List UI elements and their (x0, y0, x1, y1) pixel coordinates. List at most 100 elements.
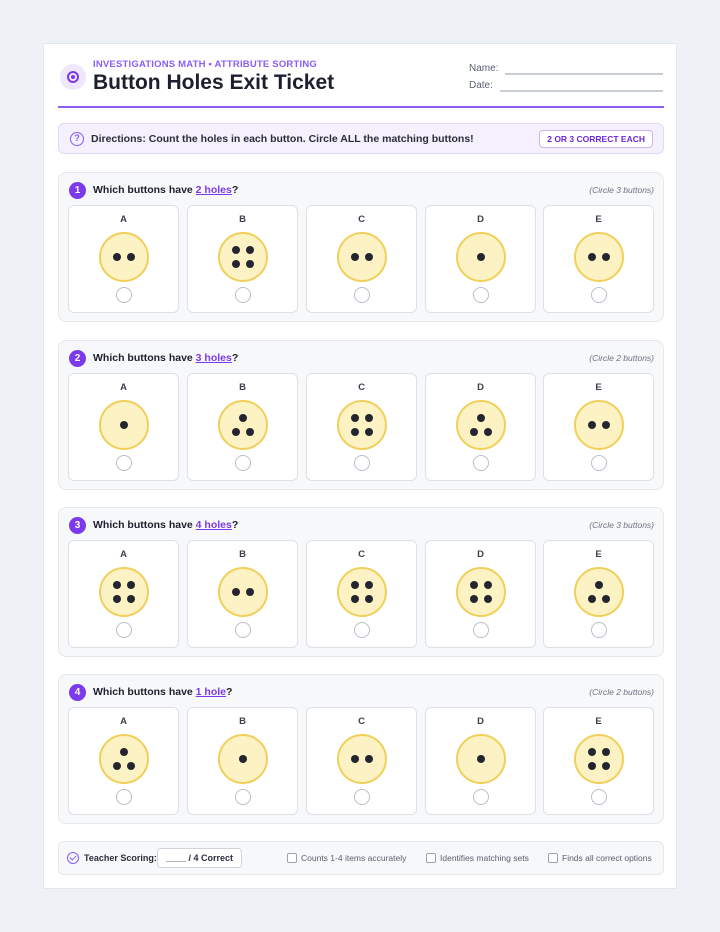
name-field[interactable] (505, 73, 663, 75)
hole-dot (364, 594, 373, 603)
answer-circle[interactable] (116, 622, 132, 638)
button-icon (574, 734, 624, 784)
hole-dot (245, 259, 254, 268)
hole-dot (126, 594, 135, 603)
button-card-e[interactable]: E (543, 540, 654, 648)
button-card-d[interactable]: D (425, 707, 536, 815)
question-text: Which buttons have 1 hole? (93, 686, 233, 698)
question-number: 1 (69, 182, 86, 199)
answer-circle[interactable] (354, 455, 370, 471)
button-card-a[interactable]: A (68, 205, 179, 313)
button-card-c[interactable]: C (306, 373, 417, 481)
answer-circle[interactable] (116, 789, 132, 805)
hole-dot (470, 594, 479, 603)
answer-circle[interactable] (473, 455, 489, 471)
button-card-a[interactable]: A (68, 540, 179, 648)
criterion-checkbox-2[interactable] (426, 853, 436, 863)
question-number: 2 (69, 350, 86, 367)
answer-circle[interactable] (473, 789, 489, 805)
hole-dot (477, 414, 485, 423)
button-icon (337, 232, 387, 282)
button-card-d[interactable]: D (425, 205, 536, 313)
answer-circle[interactable] (235, 789, 251, 805)
hole-dot (113, 581, 122, 590)
hole-dot (601, 761, 610, 770)
button-label: B (239, 549, 246, 560)
button-card-e[interactable]: E (543, 707, 654, 815)
question-number: 4 (69, 684, 86, 701)
button-label: A (120, 382, 127, 393)
hole-dot (113, 761, 122, 770)
button-label: C (358, 549, 365, 560)
answer-circle[interactable] (116, 455, 132, 471)
answer-circle[interactable] (591, 622, 607, 638)
score-box[interactable]: ____ / 4 Correct (157, 848, 243, 868)
hole-dot (595, 581, 603, 590)
hole-dot (601, 253, 610, 261)
answer-circle[interactable] (116, 287, 132, 303)
answer-circle[interactable] (354, 789, 370, 805)
answer-circle[interactable] (473, 622, 489, 638)
button-icon (99, 567, 149, 617)
button-card-b[interactable]: B (187, 373, 298, 481)
button-card-a[interactable]: A (68, 707, 179, 815)
button-card-d[interactable]: D (425, 540, 536, 648)
button-card-c[interactable]: C (306, 205, 417, 313)
button-card-c[interactable]: C (306, 707, 417, 815)
button-icon (337, 734, 387, 784)
button-card-a[interactable]: A (68, 373, 179, 481)
button-card-b[interactable]: B (187, 707, 298, 815)
button-icon (574, 400, 624, 450)
check-circle-icon (67, 852, 79, 864)
answer-circle[interactable] (591, 455, 607, 471)
hole-dot (126, 581, 135, 590)
button-card-d[interactable]: D (425, 373, 536, 481)
question-4: 4 Which buttons have 1 hole? (Circle 2 but… (58, 674, 664, 824)
question-highlight: 1 hole (195, 686, 227, 698)
hole-dot (245, 588, 254, 596)
answer-circle[interactable] (591, 287, 607, 303)
answer-circle[interactable] (235, 455, 251, 471)
hole-dot (351, 414, 360, 423)
worksheet: INVESTIGATIONS MATH • ATTRIBUTE SORTING … (43, 43, 677, 889)
hole-dot (483, 594, 492, 603)
question-hint: (Circle 3 buttons) (589, 520, 654, 530)
hole-dot (588, 421, 597, 429)
page-title: Button Holes Exit Ticket (93, 71, 335, 94)
button-label: D (477, 382, 484, 393)
question-2: 2 Which buttons have 3 holes? (Circle 2 bu… (58, 340, 664, 490)
button-label: C (358, 214, 365, 225)
date-field[interactable] (500, 90, 663, 92)
answer-circle[interactable] (354, 622, 370, 638)
answer-circle[interactable] (235, 622, 251, 638)
criterion-checkbox-3[interactable] (548, 853, 558, 863)
directions-text: Directions: Count the holes in each butt… (91, 133, 474, 145)
hole-dot (470, 427, 479, 436)
hole-dot (588, 594, 597, 603)
button-label: B (239, 382, 246, 393)
button-icon (218, 400, 268, 450)
teacher-scoring: Teacher Scoring: ____ / 4 Correct Counts… (58, 841, 664, 875)
button-icon (456, 567, 506, 617)
criterion-label-2: Identifies matching sets (440, 853, 529, 863)
answer-circle[interactable] (235, 287, 251, 303)
button-card-e[interactable]: E (543, 205, 654, 313)
hole-dot (477, 253, 485, 261)
button-label: D (477, 214, 484, 225)
button-card-b[interactable]: B (187, 205, 298, 313)
answer-circle[interactable] (591, 789, 607, 805)
answer-circle[interactable] (473, 287, 489, 303)
button-label: A (120, 214, 127, 225)
button-card-b[interactable]: B (187, 540, 298, 648)
button-card-e[interactable]: E (543, 373, 654, 481)
name-label: Name: (469, 63, 499, 74)
hole-dot (126, 253, 135, 261)
question-circle-icon: ? (70, 132, 84, 146)
button-label: B (239, 214, 246, 225)
answer-circle[interactable] (354, 287, 370, 303)
hole-dot (232, 588, 241, 596)
hole-dot (232, 427, 241, 436)
criterion-checkbox-1[interactable] (287, 853, 297, 863)
button-card-c[interactable]: C (306, 540, 417, 648)
button-label: E (595, 549, 602, 560)
